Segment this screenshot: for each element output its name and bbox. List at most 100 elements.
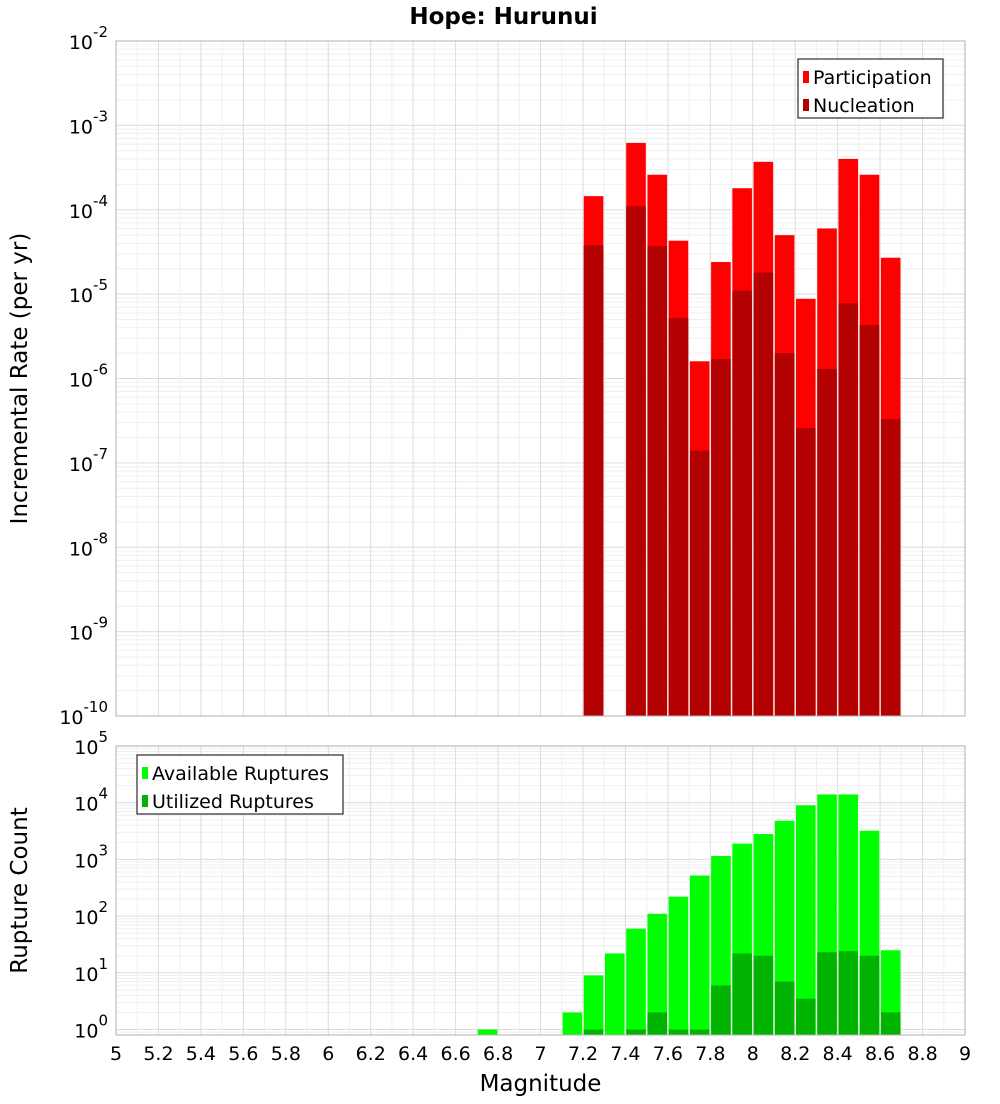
x-tick-label: 7.6 [653,1043,683,1065]
y-tick-base: 10 [74,907,98,929]
x-tick-label: 8.6 [865,1043,895,1065]
bar [647,1012,668,1035]
y-tick-label: 10-2 [69,23,108,54]
y-tick-label: 10-5 [69,276,108,307]
y-tick-exponent: -6 [93,361,108,379]
y-tick-label: 103 [74,841,108,872]
bar [477,1029,498,1035]
bar [583,975,604,1035]
bar [626,206,646,716]
y-tick-base: 10 [69,285,93,307]
series-nucleation [583,206,901,716]
legend-top: Participation Nucleation [797,58,944,119]
bar [689,450,710,716]
x-tick-label: 7 [534,1043,546,1065]
series-utilized-ruptures [583,951,901,1035]
y-tick-base: 10 [59,707,83,729]
bar [838,951,859,1035]
y-tick-base: 10 [74,737,98,759]
bar [689,1029,710,1035]
y-tick-exponent: 1 [98,955,108,973]
x-gridlines [115,41,966,716]
bar [647,913,668,1035]
y-axis-title: Rupture Count [7,807,33,973]
x-tick-label: 8.4 [823,1043,853,1065]
bar [604,953,625,1035]
bar [668,1029,689,1035]
x-tick-label: 6.8 [483,1043,513,1065]
y-tick-exponent: -8 [93,529,108,547]
y-tick-base: 10 [74,964,98,986]
y-tick-base: 10 [69,623,93,645]
y-tick-base: 10 [74,1021,98,1043]
y-tick-exponent: -5 [93,276,108,294]
y-tick-exponent: 2 [98,898,108,916]
bar [880,1012,901,1035]
legend-label: Participation [813,67,932,89]
bar [583,245,604,716]
bar [626,1029,646,1035]
bar [626,928,646,1035]
bar [647,246,668,716]
x-tick-label: 6 [322,1043,334,1065]
legend-swatch [803,99,809,111]
y-tick-base: 10 [69,538,93,560]
bar [774,981,795,1035]
y-tick-exponent: 4 [98,785,108,803]
y-tick-base: 10 [69,201,93,223]
bar [817,368,837,716]
x-tick-label: 5.6 [228,1043,258,1065]
x-tick-label: 5.4 [186,1043,216,1065]
x-tick-label: 6.6 [440,1043,470,1065]
y-tick-exponent: -3 [93,107,108,125]
bar [796,805,816,1035]
legend-swatch [803,71,809,83]
bar [774,353,795,716]
y-tick-exponent: 5 [98,728,108,746]
legend-swatch [142,795,148,807]
x-tick-label: 6.4 [398,1043,428,1065]
x-tick-label: 9 [959,1043,971,1065]
bar [562,1012,583,1035]
y-tick-label: 10-8 [69,529,108,560]
y-tick-label: 102 [74,898,108,929]
legend-label: Utilized Ruptures [152,791,314,813]
bar [880,419,901,716]
plot-frame [115,40,966,717]
y-tick-exponent: -10 [84,698,109,716]
bar [817,952,837,1035]
y-tick-base: 10 [69,32,93,54]
y-tick-exponent: 0 [98,1012,108,1030]
y-tick-label: 100 [74,1012,108,1043]
bar [859,325,880,716]
bar [774,820,795,1035]
bar [859,955,880,1035]
x-tick-label: 5.2 [143,1043,173,1065]
chart-title: Hope: Hurunui [409,4,597,30]
legend-bottom: Available Ruptures Utilized Ruptures [136,754,344,815]
legend-label: Available Ruptures [152,763,329,785]
y-tick-label: 10-3 [69,107,108,138]
legend-label: Nucleation [813,95,915,117]
y-tick-exponent: -9 [93,614,108,632]
bar [668,318,689,716]
y-tick-label: 104 [74,785,108,816]
x-tick-label: 5 [110,1043,122,1065]
bar [711,359,731,716]
x-tick-label: 7.4 [610,1043,640,1065]
x-tick-label: 6.2 [356,1043,386,1065]
bar [753,272,774,716]
bar [796,998,816,1035]
bar [583,1029,604,1035]
x-tick-label: 5.8 [271,1043,301,1065]
y-tick-label: 105 [74,728,108,759]
x-tick-label: 7.2 [568,1043,598,1065]
y-axis-title: Incremental Rate (per yr) [7,233,33,525]
y-tick-label: 10-7 [69,445,108,476]
y-tick-base: 10 [74,794,98,816]
bar [711,985,731,1035]
plot-frame [115,745,966,1036]
